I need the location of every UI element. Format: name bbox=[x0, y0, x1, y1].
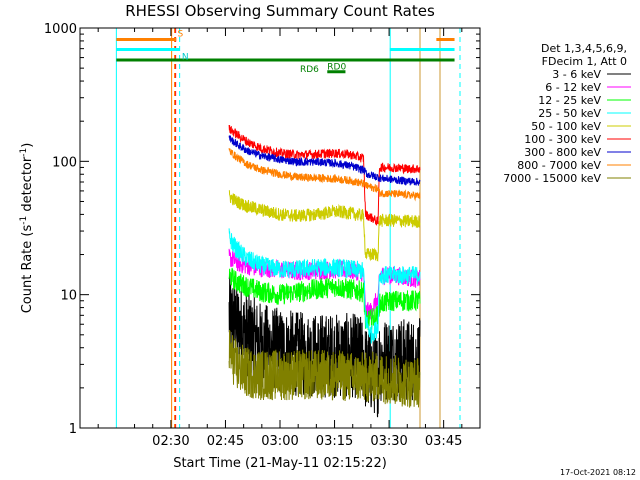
flag-label-rd0: RD0 bbox=[327, 63, 346, 73]
x-tick-label: 03:15 bbox=[316, 434, 353, 449]
x-tick-label: 02:45 bbox=[207, 434, 244, 449]
legend-label: 6 - 12 keV bbox=[545, 81, 601, 94]
legend-label: 800 - 7000 keV bbox=[517, 159, 601, 172]
x-axis-label: Start Time (21-May-11 02:15:22) bbox=[173, 456, 387, 471]
legend-header-line: Det 1,3,4,5,6,9, bbox=[541, 42, 627, 55]
y-tick-label: 1 bbox=[69, 422, 77, 437]
y-tick-label: 1000 bbox=[44, 22, 77, 37]
x-tick-label: 03:45 bbox=[425, 434, 462, 449]
legend-label: 3 - 6 keV bbox=[552, 68, 601, 81]
series-line-8 bbox=[228, 329, 421, 408]
series-line-6 bbox=[228, 135, 421, 187]
date-stamp: 17-Oct-2021 08:12 bbox=[560, 468, 636, 477]
series-line-4 bbox=[228, 190, 421, 262]
y-axis-label-part: ) bbox=[20, 143, 35, 148]
series-line-7 bbox=[228, 148, 421, 202]
y-axis-label-part: Count Rate (s bbox=[20, 225, 35, 314]
y-tick-label: 10 bbox=[60, 289, 77, 304]
y-axis-label-part: -1 bbox=[19, 216, 29, 225]
legend-label: 300 - 800 keV bbox=[524, 146, 601, 159]
flag-layer: S N RD6 RD0 bbox=[116, 29, 455, 75]
flag-label-rd6: RD6 bbox=[300, 65, 319, 75]
y-axis-label-part: -1 bbox=[19, 148, 29, 157]
flag-label-s: S bbox=[177, 29, 183, 39]
y-axis-label-part: detector bbox=[20, 156, 35, 216]
legend-label: 12 - 25 keV bbox=[538, 94, 601, 107]
legend-label: 7000 - 15000 keV bbox=[503, 172, 601, 185]
legend-label: 25 - 50 keV bbox=[538, 107, 601, 120]
x-tick-label: 03:30 bbox=[370, 434, 407, 449]
axis-layer: 02:30 02:45 03:00 03:15 03:30 03:45 1 10 100 1000 bbox=[44, 22, 480, 449]
legend-label: 50 - 100 keV bbox=[531, 120, 601, 133]
flag-label-n: N bbox=[182, 52, 189, 62]
legend-header-line: FDecim 1, Att 0 bbox=[542, 55, 627, 68]
chart-title: RHESSI Observing Summary Count Rates bbox=[125, 2, 435, 20]
x-tick-label: 03:00 bbox=[261, 434, 298, 449]
series-line-2 bbox=[228, 267, 421, 331]
legend-label: 100 - 300 keV bbox=[524, 133, 601, 146]
series-layer bbox=[115, 28, 461, 428]
series-line-5 bbox=[228, 124, 421, 226]
y-tick-label: 100 bbox=[52, 155, 77, 170]
legend: Det 1,3,4,5,6,9,FDecim 1, Att 03 - 6 keV… bbox=[503, 42, 631, 185]
y-axis-label: Count Rate (s-1 detector-1) bbox=[19, 143, 35, 314]
series-line-3 bbox=[228, 228, 421, 344]
x-tick-label: 02:30 bbox=[152, 434, 189, 449]
